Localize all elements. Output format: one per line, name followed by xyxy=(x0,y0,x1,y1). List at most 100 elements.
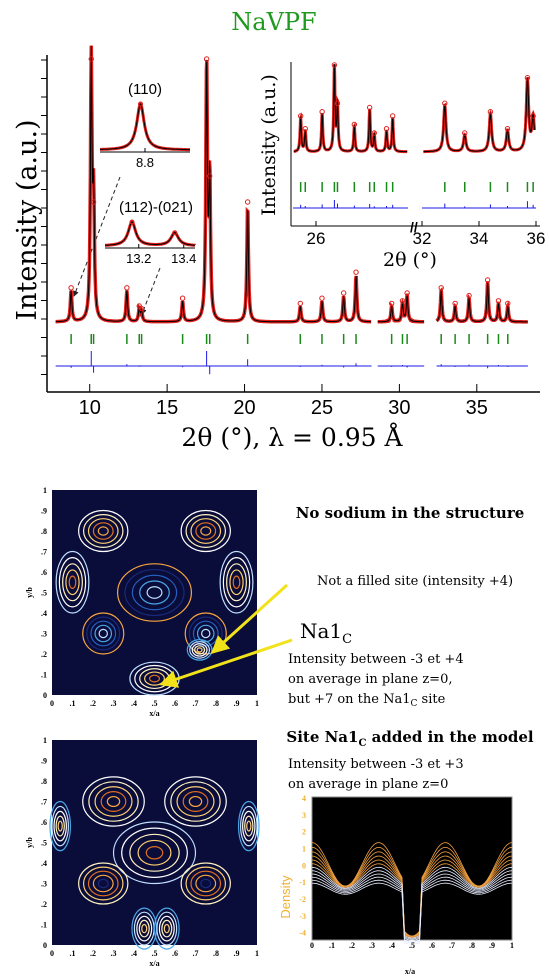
text-part: added in the model xyxy=(366,728,534,746)
contour xyxy=(229,569,244,596)
obs-point xyxy=(524,75,531,81)
contour xyxy=(106,795,121,808)
x-label: x/a xyxy=(149,959,159,968)
contour xyxy=(90,620,117,647)
x-tick-label: .7 xyxy=(193,699,199,708)
obs-point xyxy=(462,130,468,136)
y-label: Intensity (a.u.) xyxy=(12,119,43,320)
contour xyxy=(136,915,153,942)
inset-label: (112)-(021) xyxy=(119,199,193,216)
contour xyxy=(246,820,252,832)
y-tick-label: -3 xyxy=(299,912,306,921)
contour xyxy=(180,862,231,905)
y-tick-label: .8 xyxy=(41,777,47,786)
obs-point xyxy=(495,298,502,304)
contour xyxy=(242,810,256,842)
y-tick-label: .6 xyxy=(41,818,47,827)
contour xyxy=(116,563,193,622)
x-tick-label: 15 xyxy=(156,397,178,419)
y-label: Density xyxy=(278,875,293,919)
surface-line xyxy=(311,876,513,942)
x-tick-label: .7 xyxy=(193,949,199,958)
surface-line xyxy=(311,863,513,938)
x-tick-label: .4 xyxy=(131,949,137,958)
calculated xyxy=(423,77,535,153)
y-tick-label: .7 xyxy=(41,798,47,807)
x-tick-label: .5 xyxy=(152,699,158,708)
contour xyxy=(78,509,129,553)
y-tick-label: -2 xyxy=(299,895,306,904)
obs-point xyxy=(351,121,358,128)
arrow xyxy=(141,267,161,315)
contour xyxy=(190,870,222,897)
x-tick-label: 1 xyxy=(255,699,259,708)
x-tick-label: 34 xyxy=(470,229,489,248)
obs-point xyxy=(438,285,444,291)
calculated xyxy=(105,221,196,246)
heading: Site Na1C added in the model xyxy=(286,728,534,749)
contour xyxy=(53,810,67,842)
contour xyxy=(141,923,148,934)
x-tick-label: .7 xyxy=(449,941,455,950)
y-tick-label: .2 xyxy=(41,900,47,909)
obs-point xyxy=(203,56,210,62)
contour xyxy=(82,513,124,548)
obs-point xyxy=(179,295,186,301)
x-tick-label: 0 xyxy=(50,699,54,708)
y-tick-label: 1 xyxy=(43,486,47,495)
contour xyxy=(195,522,217,540)
x-label: x/a xyxy=(405,967,415,976)
contour xyxy=(94,786,133,817)
x-label: x/a xyxy=(149,709,159,718)
site-sub: C xyxy=(342,632,352,647)
site: Na1 xyxy=(300,619,342,643)
text-line: Intensity between -3 et +4 xyxy=(288,652,464,667)
surface-line xyxy=(311,866,513,939)
contour xyxy=(158,915,175,942)
y-label: y/b xyxy=(25,587,34,598)
obs-point xyxy=(389,113,396,119)
obs-point xyxy=(466,292,472,299)
contour xyxy=(121,827,188,878)
obs-point xyxy=(399,298,406,304)
contour xyxy=(190,518,222,544)
obs-point xyxy=(504,126,511,132)
obs-point xyxy=(383,126,390,132)
contour xyxy=(92,874,114,893)
contour xyxy=(78,862,129,905)
contour xyxy=(176,786,215,817)
x-tick-label: 13.4 xyxy=(171,251,196,266)
obs-point xyxy=(244,199,251,205)
contour xyxy=(55,815,65,837)
contour xyxy=(57,820,63,832)
obs-point xyxy=(88,56,94,62)
x-tick-label: .9 xyxy=(234,949,240,958)
arrow xyxy=(210,583,289,655)
observed xyxy=(293,64,408,154)
x-tick-label: .2 xyxy=(349,941,355,950)
y-tick-label: 3 xyxy=(302,811,306,820)
x-tick-label: 30 xyxy=(388,397,410,419)
text-part: Site Na1 xyxy=(286,728,358,746)
y-label: y/b xyxy=(25,837,34,848)
y-tick-label: .8 xyxy=(41,527,47,536)
contour xyxy=(195,874,217,893)
x-tick-label: .3 xyxy=(111,949,117,958)
x-tick-label: .4 xyxy=(389,941,395,950)
calculated xyxy=(55,45,372,323)
plot-bg xyxy=(311,796,513,941)
x-tick-label: .9 xyxy=(234,699,240,708)
observed xyxy=(423,77,536,154)
obs-point xyxy=(138,101,143,107)
y-tick-label: .4 xyxy=(41,609,47,618)
y-tick-label: 0 xyxy=(43,691,47,700)
x-tick-label: .8 xyxy=(213,949,219,958)
surface-line xyxy=(311,879,513,944)
contour xyxy=(194,645,206,655)
contour xyxy=(112,821,197,885)
text-line: on average in plane z=0, xyxy=(288,672,452,687)
contour xyxy=(156,911,178,946)
x-tick-label: 8.8 xyxy=(136,155,154,170)
contour xyxy=(82,612,125,655)
